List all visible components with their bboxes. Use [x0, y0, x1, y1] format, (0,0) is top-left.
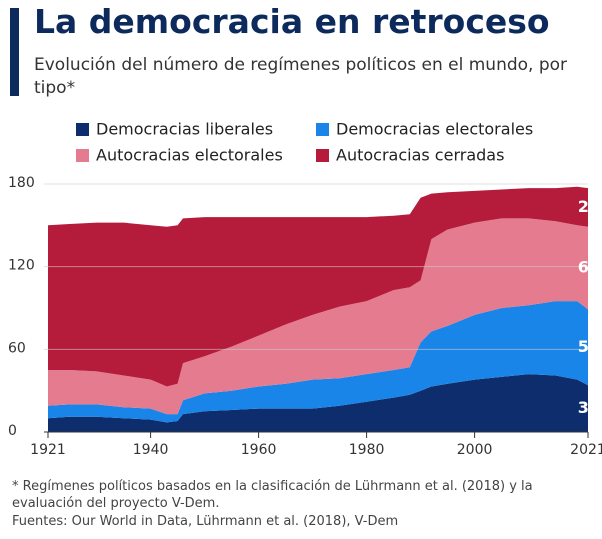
value-label: 60 — [578, 258, 600, 277]
legend-swatch — [76, 123, 89, 136]
areas — [48, 187, 588, 432]
page: 0 60 120 180 1921 1940 1960 1980 2000 2021 34 55 60 2… — [0, 0, 602, 539]
x-tick-label: 1980 — [349, 442, 385, 458]
footnote: * Regímenes políticos basados en la clas… — [12, 478, 592, 512]
y-tick-label: 0 — [8, 423, 17, 439]
y-tick-label: 180 — [8, 175, 35, 191]
legend-label: Democracias liberales — [96, 120, 273, 139]
x-tick-label: 2021 — [570, 442, 602, 458]
value-label: 55 — [578, 337, 600, 356]
y-tick-label: 120 — [8, 258, 35, 274]
legend-swatch — [76, 149, 89, 162]
legend-label: Autocracias electorales — [96, 146, 283, 165]
legend-swatch — [316, 123, 329, 136]
chart-title: La democracia en retroceso — [34, 2, 550, 41]
value-label: 28 — [578, 197, 600, 216]
title-bar — [10, 8, 19, 96]
x-tick-label: 1921 — [30, 442, 66, 458]
y-tick-label: 60 — [8, 340, 26, 356]
footnotes: * Regímenes políticos basados en la clas… — [12, 478, 592, 531]
value-label: 34 — [578, 398, 600, 417]
x-tick-label: 1940 — [133, 442, 169, 458]
x-tick-label: 2000 — [457, 442, 493, 458]
chart-subtitle: Evolución del número de regímenes políti… — [34, 54, 594, 100]
legend-label: Autocracias cerradas — [336, 146, 504, 165]
legend-label: Democracias electorales — [336, 120, 533, 139]
footnote: Fuentes: Our World in Data, Lührmann et … — [12, 513, 592, 530]
legend-swatch — [316, 149, 329, 162]
x-tick-label: 1960 — [241, 442, 277, 458]
